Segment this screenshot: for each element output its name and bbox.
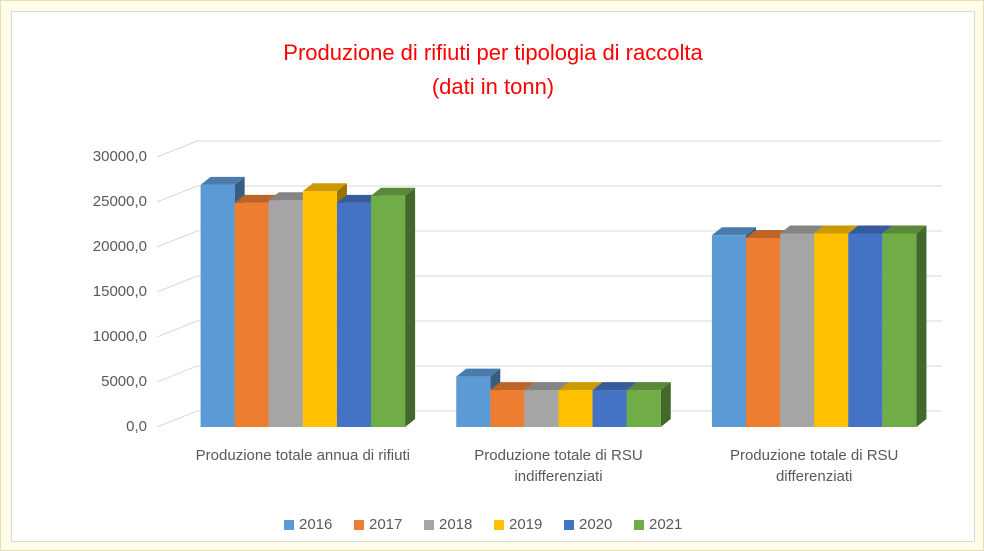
bar-top: [848, 225, 893, 234]
bar-top: [456, 368, 501, 377]
legend-swatch: [494, 520, 504, 530]
bar: [592, 390, 627, 427]
bar: [336, 202, 372, 427]
y-tick-label: 15000,0: [93, 283, 147, 300]
bar-side: [660, 382, 671, 427]
legend-swatch: [424, 520, 434, 530]
chart-area: Produzione di rifiuti per tipologia di r…: [11, 11, 975, 542]
bar-top: [592, 382, 637, 391]
y-tick-label: 5000,0: [101, 373, 147, 390]
bar-top: [371, 187, 416, 196]
bar: [456, 376, 491, 427]
y-tick-label: 10000,0: [93, 328, 147, 345]
bar: [814, 233, 849, 427]
y-tick-label: 30000,0: [93, 148, 147, 165]
grid-line: [156, 365, 942, 383]
bar-top: [814, 225, 859, 234]
bar-top: [302, 183, 347, 192]
bar: [711, 235, 746, 427]
grid-line: [156, 230, 942, 248]
bar: [490, 390, 525, 427]
bar-side: [916, 225, 927, 427]
bar-top: [882, 225, 927, 234]
bar-top: [234, 194, 279, 203]
x-tick-label: Produzione totale di RSU indifferenziati: [474, 447, 643, 485]
bar: [234, 202, 269, 427]
legend-label: 2017: [369, 516, 402, 533]
legend-swatch: [284, 520, 294, 530]
legend-swatch: [634, 520, 644, 530]
grid-line: [156, 185, 942, 203]
grid-line: [156, 410, 942, 428]
bar: [780, 233, 815, 427]
bar-top: [626, 382, 671, 391]
legend-label: 2021: [649, 516, 682, 533]
bar-side: [405, 187, 416, 427]
bar: [302, 191, 337, 427]
chart-subtitle: (dati in tonn): [431, 74, 555, 99]
grid-line: [156, 275, 942, 293]
bar: [371, 195, 406, 427]
bar-top: [558, 382, 603, 391]
bar: [745, 238, 781, 427]
bar: [524, 390, 559, 427]
y-tick-label: 25000,0: [93, 193, 147, 210]
bar: [848, 233, 883, 427]
bar: [558, 390, 593, 427]
legend-swatch: [354, 520, 364, 530]
x-tick-label: Produzione totale annua di rifiuti: [195, 447, 410, 464]
plot: 0,0 5000,0 10000,0 15000,0 20000,0 25000,0 300…: [93, 140, 942, 533]
x-tick-label: Produzione totale di RSU differenziati: [729, 447, 899, 485]
grid-line: [156, 320, 942, 338]
bar-top: [711, 227, 756, 236]
chart-title: Produzione di rifiuti per tipologia di r…: [283, 40, 703, 65]
grid-line: [156, 140, 942, 158]
legend-swatch: [564, 520, 574, 530]
bar-top: [336, 194, 382, 203]
bar-top: [524, 382, 569, 391]
bar-top: [780, 225, 825, 234]
bar: [268, 200, 303, 427]
legend-label: 2018: [439, 516, 472, 533]
y-tick-label: 0,0: [126, 418, 147, 435]
bar-top: [268, 192, 313, 201]
legend-label: 2020: [579, 516, 612, 533]
legend-label: 2016: [299, 516, 332, 533]
bar: [626, 390, 661, 427]
legend-label: 2019: [509, 516, 542, 533]
bar: [882, 233, 917, 427]
bar-top: [745, 230, 791, 238]
bar: [200, 184, 235, 427]
bar-top: [490, 382, 535, 391]
bar-top: [200, 176, 245, 185]
y-tick-label: 20000,0: [93, 238, 147, 255]
